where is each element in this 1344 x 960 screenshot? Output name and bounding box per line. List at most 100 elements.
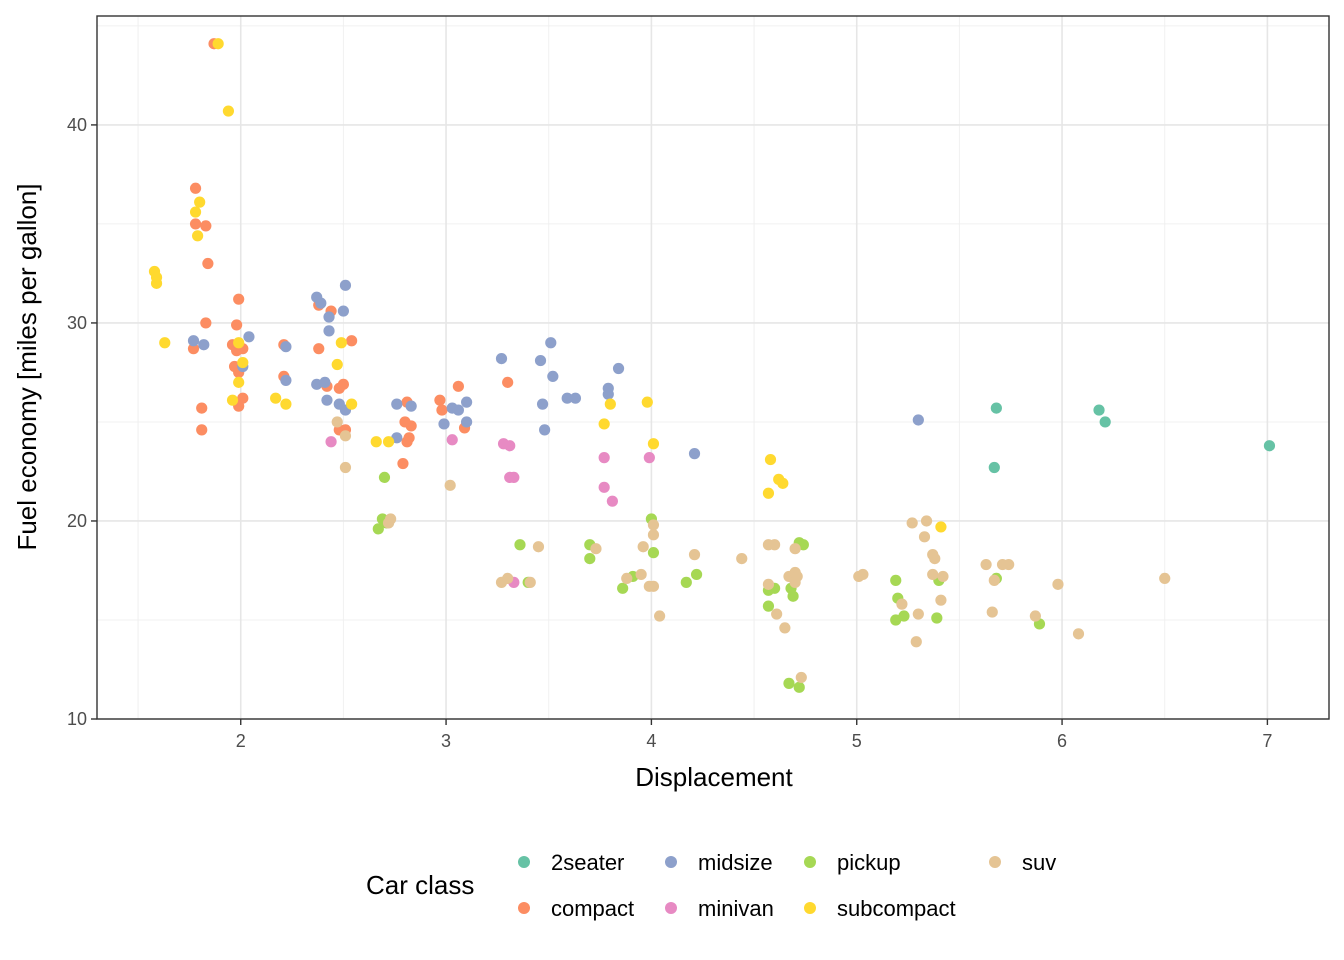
point-pickup	[372, 523, 384, 535]
point-subcompact	[777, 477, 789, 489]
point-compact	[196, 402, 208, 414]
point-minivan	[598, 481, 610, 493]
x-tick-label: 6	[1057, 731, 1067, 751]
point-minivan	[643, 452, 655, 464]
point-subcompact	[189, 206, 202, 218]
point-subcompact	[233, 376, 245, 388]
plot-panel-border	[96, 15, 1330, 720]
point-midsize	[534, 354, 547, 367]
point-midsize	[280, 341, 292, 353]
legend-key-midsize	[665, 856, 677, 868]
legend-key-2seater	[518, 856, 530, 868]
point-suv	[1072, 628, 1085, 640]
point-compact	[189, 182, 202, 194]
point-compact	[452, 380, 464, 392]
point-2seater	[1263, 440, 1276, 452]
point-suv	[779, 622, 791, 634]
point-suv	[688, 549, 701, 561]
point-suv	[635, 568, 647, 581]
point-subcompact	[192, 230, 204, 242]
point-subcompact	[226, 394, 239, 406]
point-suv	[331, 416, 343, 428]
point-subcompact	[604, 398, 616, 410]
point-midsize	[612, 362, 625, 375]
point-compact	[436, 404, 448, 416]
x-tick-label: 3	[441, 731, 451, 751]
point-pickup	[647, 547, 660, 559]
point-midsize	[461, 396, 473, 408]
point-pickup	[378, 471, 391, 484]
point-suv	[980, 558, 992, 571]
point-suv	[929, 552, 941, 565]
point-pickup	[690, 568, 703, 581]
legend-item-midsize: midsize	[665, 850, 773, 875]
point-compact	[399, 416, 411, 428]
point-suv	[339, 430, 352, 442]
point-midsize	[198, 339, 210, 351]
legend-label-pickup: pickup	[837, 850, 901, 875]
point-pickup	[783, 677, 795, 689]
point-suv	[1159, 572, 1171, 585]
point-midsize	[339, 279, 352, 291]
point-minivan	[446, 434, 458, 446]
legend-key-suv	[989, 856, 1001, 868]
minor-gridlines	[97, 16, 1329, 719]
point-subcompact	[346, 398, 358, 410]
point-midsize	[539, 424, 551, 436]
point-suv	[937, 570, 949, 583]
point-subcompact	[270, 392, 282, 404]
point-subcompact	[237, 356, 249, 369]
point-compact	[313, 343, 325, 355]
point-pickup	[793, 681, 805, 693]
point-suv	[621, 572, 633, 585]
point-suv	[762, 578, 775, 590]
point-midsize	[536, 398, 549, 410]
x-tick-label: 5	[852, 731, 862, 751]
legend-label-minivan: minivan	[698, 896, 774, 921]
point-midsize	[495, 352, 508, 365]
point-suv	[1003, 558, 1015, 571]
point-suv	[532, 541, 545, 553]
point-suv	[736, 552, 748, 565]
x-tick-label: 2	[236, 731, 246, 751]
y-tick-label: 10	[67, 709, 87, 729]
point-2seater	[990, 402, 1002, 414]
point-midsize	[280, 374, 292, 386]
point-subcompact	[382, 436, 395, 448]
point-minivan	[508, 471, 520, 484]
legend-label-compact: compact	[551, 896, 634, 921]
point-suv	[647, 519, 660, 531]
point-subcompact	[935, 521, 947, 533]
legend-key-compact	[518, 902, 530, 914]
point-midsize	[243, 331, 255, 343]
point-subcompact	[764, 453, 777, 466]
series-pickup	[372, 471, 1046, 693]
legend-key-subcompact	[804, 902, 816, 914]
point-subcompact	[159, 337, 171, 349]
point-midsize	[602, 388, 614, 400]
series-2seater	[988, 402, 1276, 474]
point-subcompact	[150, 271, 163, 283]
point-compact	[346, 335, 358, 347]
point-minivan	[504, 440, 516, 452]
legend-label-suv: suv	[1022, 850, 1056, 875]
legend-title: Car class	[366, 870, 474, 900]
point-midsize	[315, 297, 327, 309]
point-2seater	[1099, 416, 1111, 428]
point-compact	[202, 257, 214, 270]
point-midsize	[452, 404, 464, 416]
point-midsize	[187, 335, 200, 347]
point-compact	[502, 376, 514, 388]
point-compact	[200, 317, 212, 329]
point-compact	[187, 343, 200, 355]
point-pickup	[787, 590, 799, 602]
point-suv	[339, 461, 352, 474]
series-midsize	[187, 279, 924, 460]
point-midsize	[461, 416, 473, 428]
point-midsize	[405, 400, 417, 412]
legend-item-pickup: pickup	[804, 850, 901, 875]
point-suv	[912, 608, 924, 620]
point-midsize	[321, 394, 333, 406]
